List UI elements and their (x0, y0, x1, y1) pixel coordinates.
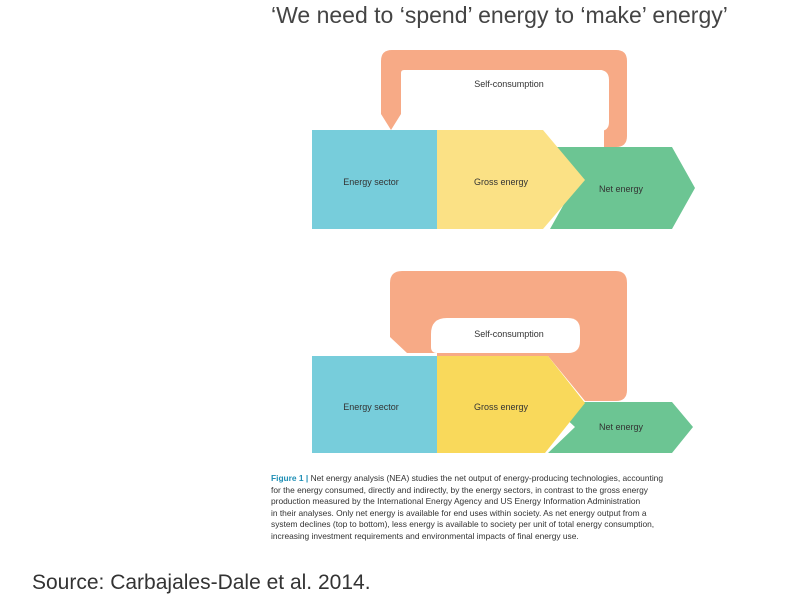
energy-flow-diagrams: Self-consumption Energy sector Gross ene… (312, 50, 695, 453)
figure-label: Figure 1 | (271, 473, 309, 483)
source-citation: Source: Carbajales-Dale et al. 2014. (32, 571, 371, 594)
gross-energy-arrow (437, 130, 585, 229)
diagram-high-net-energy: Self-consumption Energy sector Gross ene… (312, 50, 695, 229)
caption-line: in their analyses. Only net energy is av… (271, 507, 647, 518)
self-consumption-box (402, 70, 609, 131)
gross-energy-label: Gross energy (474, 402, 529, 412)
net-energy-arrow (548, 402, 693, 453)
net-energy-label: Net energy (599, 422, 644, 432)
self-consumption-label: Self-consumption (474, 329, 544, 339)
net-energy-arrow (550, 147, 695, 229)
self-consumption-loop (381, 50, 627, 147)
caption-text: Net energy analysis (NEA) studies the ne… (310, 473, 664, 483)
energy-sector-label: Energy sector (343, 402, 399, 412)
gross-energy-label: Gross energy (474, 177, 529, 187)
energy-sector-block (312, 130, 437, 229)
energy-sector-label: Energy sector (343, 177, 399, 187)
energy-sector-block (312, 356, 437, 453)
gross-energy-arrow (437, 356, 585, 453)
caption-line: Figure 1 | Net energy analysis (NEA) stu… (271, 473, 771, 485)
net-energy-label: Net energy (599, 184, 644, 194)
self-consumption-box (431, 318, 580, 353)
self-consumption-label: Self-consumption (474, 79, 544, 89)
caption-line: system declines (top to bottom), less en… (271, 519, 655, 529)
slide-title: ‘We need to ‘spend’ energy to ‘make’ ene… (271, 2, 728, 28)
caption-line: increasing investment requirements and e… (271, 530, 579, 541)
diagram-low-net-energy: Self-consumption Energy sector Gross ene… (312, 271, 693, 453)
caption-line: production measured by the International… (271, 496, 641, 506)
caption-line: for the energy consumed, directly and in… (271, 484, 648, 495)
figure-caption: Figure 1 | Net energy analysis (NEA) stu… (271, 473, 771, 542)
